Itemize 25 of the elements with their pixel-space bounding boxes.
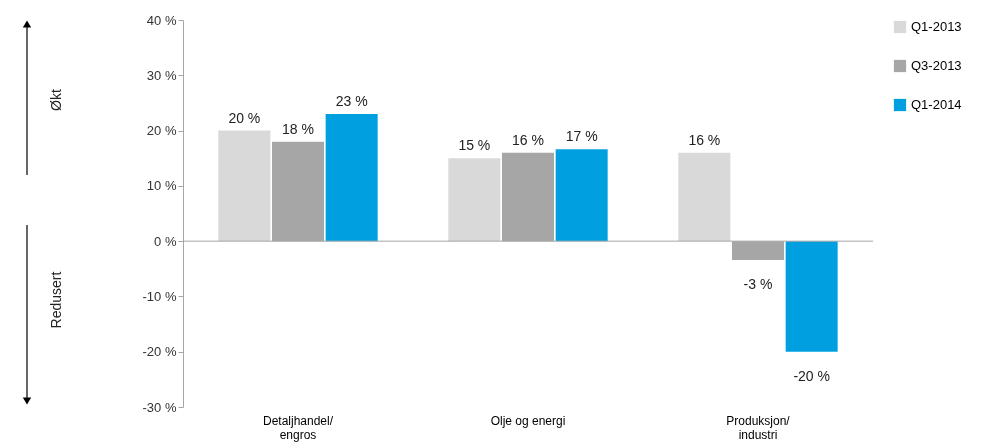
legend-label: Q3-2013 [911,58,962,73]
text: Økt [48,89,64,111]
legend-label: Q1-2014 [911,97,962,112]
y-tick-label: 20 % [146,123,177,139]
data-label: 17 % [565,128,598,145]
y-tick-label: 40 % [146,12,177,28]
y-tick-label: 30 % [146,67,177,83]
y-tick-label: -30 % [142,399,177,415]
x-tick-label: Produksjon/industri [726,413,791,442]
legend-label: Q1-2013 [911,19,962,34]
data-label: 15 % [458,137,491,154]
data-label: 23 % [335,92,368,109]
x-tick-label: Detaljhandel/engros [262,413,334,442]
data-label: 20 % [228,109,261,126]
data-label: -3 % [743,275,773,292]
y-tick-label: 10 % [146,178,177,194]
y-tick-label: -20 % [142,344,177,360]
data-label: 18 % [282,120,314,137]
data-label: -20 % [793,367,830,384]
data-label: 16 % [512,131,544,148]
text: Redusert [48,271,64,329]
x-tick-label: Olje og energi [490,413,566,428]
data-label: 16 % [688,131,721,148]
y-tick-label: 0 % [154,233,177,249]
y-tick-label: -10 % [142,288,177,304]
